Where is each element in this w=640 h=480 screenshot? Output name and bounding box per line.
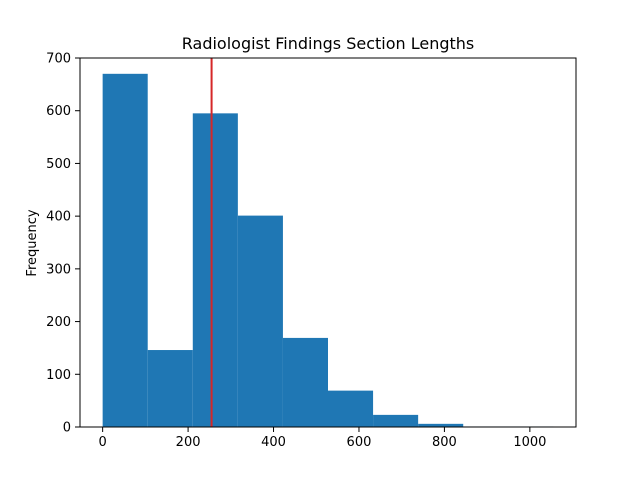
x-tick-label: 1000 (513, 435, 546, 450)
y-tick-label: 200 (46, 315, 71, 330)
x-tick-label: 0 (99, 435, 107, 450)
histogram-bar (147, 350, 193, 427)
y-tick-label: 0 (63, 421, 71, 436)
histogram-bar (282, 337, 328, 427)
y-tick-label: 600 (46, 104, 71, 119)
y-tick-label: 700 (46, 52, 71, 67)
y-tick-label: 500 (46, 157, 71, 172)
histogram-bar (102, 73, 148, 428)
y-tick-label: 100 (46, 368, 71, 383)
histogram-bar (418, 423, 464, 427)
x-tick-label: 200 (176, 435, 201, 450)
chart-title: Radiologist Findings Section Lengths (182, 34, 475, 53)
x-axis-ticks: 0 200 400 600 800 1000 (99, 427, 546, 450)
plot-frame (79, 57, 577, 428)
histogram-bar (237, 215, 283, 427)
y-axis-label: Frequency (25, 209, 40, 276)
x-tick-label: 400 (261, 435, 286, 450)
histogram-bar (328, 390, 374, 427)
y-tick-label: 300 (46, 262, 71, 277)
y-tick-label: 400 (46, 210, 71, 225)
histogram-bar (373, 414, 419, 427)
y-axis-ticks: 0 100 200 300 400 500 600 700 (46, 52, 80, 436)
x-tick-label: 800 (432, 435, 457, 450)
x-tick-label: 600 (347, 435, 372, 450)
bars-group (102, 73, 554, 428)
histogram-bar (192, 113, 238, 427)
